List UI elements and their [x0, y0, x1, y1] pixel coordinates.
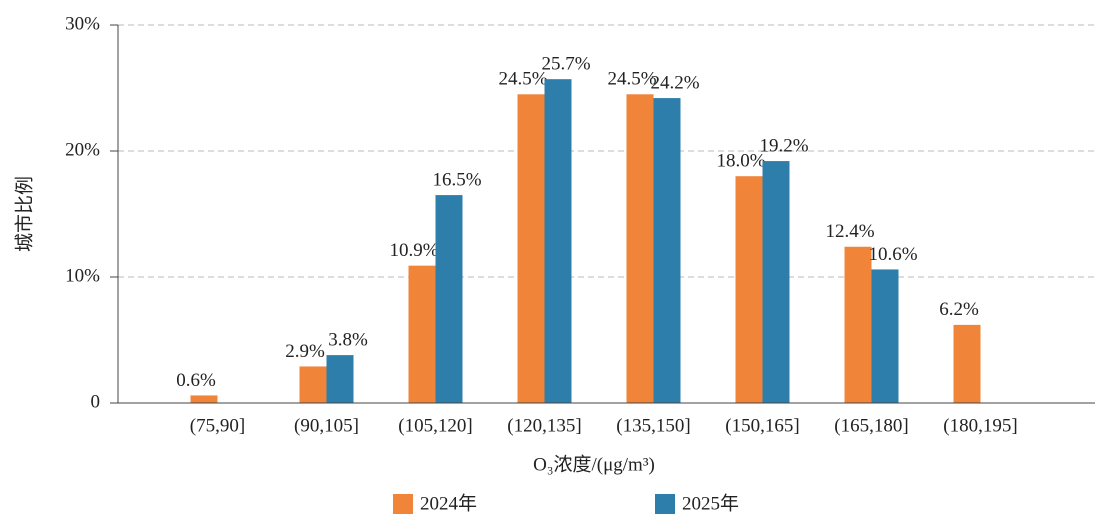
bar	[408, 265, 436, 403]
bar	[735, 176, 763, 403]
value-label: 3.8%	[328, 329, 368, 350]
value-label: 18.0%	[716, 151, 765, 172]
legend-label: 2025年	[682, 492, 739, 514]
value-label: 12.4%	[825, 221, 874, 242]
value-label: 24.5%	[498, 69, 547, 90]
value-label: 24.2%	[650, 72, 699, 93]
value-label: 19.2%	[759, 135, 808, 156]
x-tick-label: (75,90]	[190, 415, 245, 436]
bar	[953, 324, 981, 403]
value-label: 25.7%	[541, 54, 590, 75]
bar	[190, 395, 218, 403]
bar	[544, 79, 572, 404]
y-tick-label: 20%	[65, 139, 100, 160]
value-label: 10.9%	[389, 240, 438, 261]
value-label: 10.6%	[868, 244, 917, 265]
bar	[299, 366, 327, 403]
bar	[762, 161, 790, 403]
x-tick-label: (120,135]	[507, 415, 581, 436]
legend-label: 2024年	[420, 492, 477, 514]
value-label: 16.5%	[432, 169, 481, 190]
bar	[626, 94, 654, 404]
value-label: 24.5%	[607, 69, 656, 90]
x-tick-label: (150,165]	[725, 415, 799, 436]
x-tick-label: (180,195]	[943, 415, 1017, 436]
legend-swatch	[393, 494, 413, 514]
bar	[653, 98, 681, 403]
value-label: 6.2%	[939, 299, 979, 320]
x-tick-label: (90,105]	[294, 415, 359, 436]
bar	[517, 94, 545, 404]
bar	[326, 355, 354, 403]
x-tick-label: (135,150]	[616, 415, 690, 436]
bar	[435, 195, 463, 403]
y-tick-label: 0	[91, 391, 101, 412]
x-axis-label: O₃浓度/(μg/m³)	[533, 453, 655, 475]
x-tick-label: (165,180]	[834, 415, 908, 436]
legend-swatch	[655, 494, 675, 514]
value-label: 0.6%	[176, 370, 216, 391]
y-tick-label: 30%	[65, 13, 100, 34]
y-tick-label: 10%	[65, 265, 100, 286]
bar	[871, 269, 899, 403]
x-tick-label: (105,120]	[398, 415, 472, 436]
value-label: 2.9%	[285, 341, 325, 362]
y-axis-label: 城市比例	[13, 176, 35, 252]
bar	[844, 246, 872, 403]
